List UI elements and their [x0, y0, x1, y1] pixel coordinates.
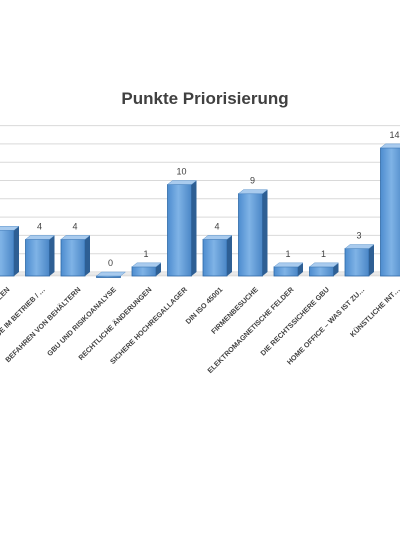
- bar: [203, 235, 232, 276]
- category-label: …LEN: [0, 285, 11, 307]
- category-label: RECHTLICHE ÄNDERUNGEN: [76, 285, 153, 362]
- category-label: BEFAHREN VON BEHÄLTERN: [3, 285, 82, 364]
- bar-front: [274, 267, 298, 276]
- bar-front: [345, 249, 369, 276]
- bar-top: [168, 181, 197, 185]
- bar: [97, 272, 126, 278]
- bar: [274, 263, 303, 276]
- bar: [168, 181, 197, 277]
- bar-front: [26, 239, 50, 276]
- gridlines: [0, 126, 400, 272]
- bar: [310, 263, 339, 276]
- bar: [381, 144, 400, 276]
- data-label: 1: [285, 249, 290, 259]
- bar-front: [132, 267, 156, 276]
- bar-front: [61, 239, 85, 276]
- bar: [61, 235, 90, 276]
- data-label: 4: [37, 221, 42, 231]
- bar-top: [203, 235, 232, 239]
- bar-top: [132, 263, 161, 267]
- bar-front: [310, 267, 334, 276]
- data-label: 1: [143, 249, 148, 259]
- bar-front: [203, 239, 227, 276]
- category-label: DIE RECHTSSICHERE GBU: [258, 285, 330, 357]
- bar-front: [381, 148, 400, 276]
- category-label: SICHERE HOCHREGALLAGER: [108, 284, 189, 365]
- chart-floor-surface: [0, 272, 400, 276]
- bar-side: [85, 235, 90, 276]
- bar: [239, 190, 268, 276]
- data-label: 10: [176, 167, 186, 177]
- bar-top: [274, 263, 303, 267]
- category-labels: …LEN…GE IM BETRIEB / …BEFAHREN VON BEHÄL…: [0, 284, 400, 375]
- chart-title: Punkte Priorisierung: [121, 89, 288, 108]
- data-label: 3: [356, 231, 361, 241]
- bar-front: [239, 194, 263, 276]
- category-label: GBU UND RISIKOANALYSE: [45, 285, 118, 358]
- bar-front: [0, 230, 14, 276]
- bar-side: [192, 181, 197, 277]
- data-label: 14: [389, 130, 399, 140]
- bar: [0, 226, 19, 276]
- bar-top: [61, 235, 90, 239]
- bar-top: [381, 144, 400, 148]
- bar-front: [168, 185, 192, 277]
- bars: [0, 144, 400, 278]
- data-label: 9: [250, 176, 255, 186]
- bar-side: [263, 190, 268, 276]
- data-label: 0: [108, 258, 113, 268]
- bar: [26, 235, 55, 276]
- bar-side: [14, 226, 19, 276]
- bar-top: [97, 272, 126, 276]
- bar-side: [369, 245, 374, 276]
- chart-floor: [0, 272, 400, 276]
- bar: [132, 263, 161, 276]
- bar-top: [26, 235, 55, 239]
- bar-side: [50, 235, 55, 276]
- data-label: 4: [72, 221, 77, 231]
- bar: [345, 245, 374, 276]
- data-label: 1: [321, 249, 326, 259]
- bar-top: [310, 263, 339, 267]
- bar-top: [239, 190, 268, 194]
- bar-top: [345, 245, 374, 249]
- data-label: 4: [214, 221, 219, 231]
- bar-side: [227, 235, 232, 276]
